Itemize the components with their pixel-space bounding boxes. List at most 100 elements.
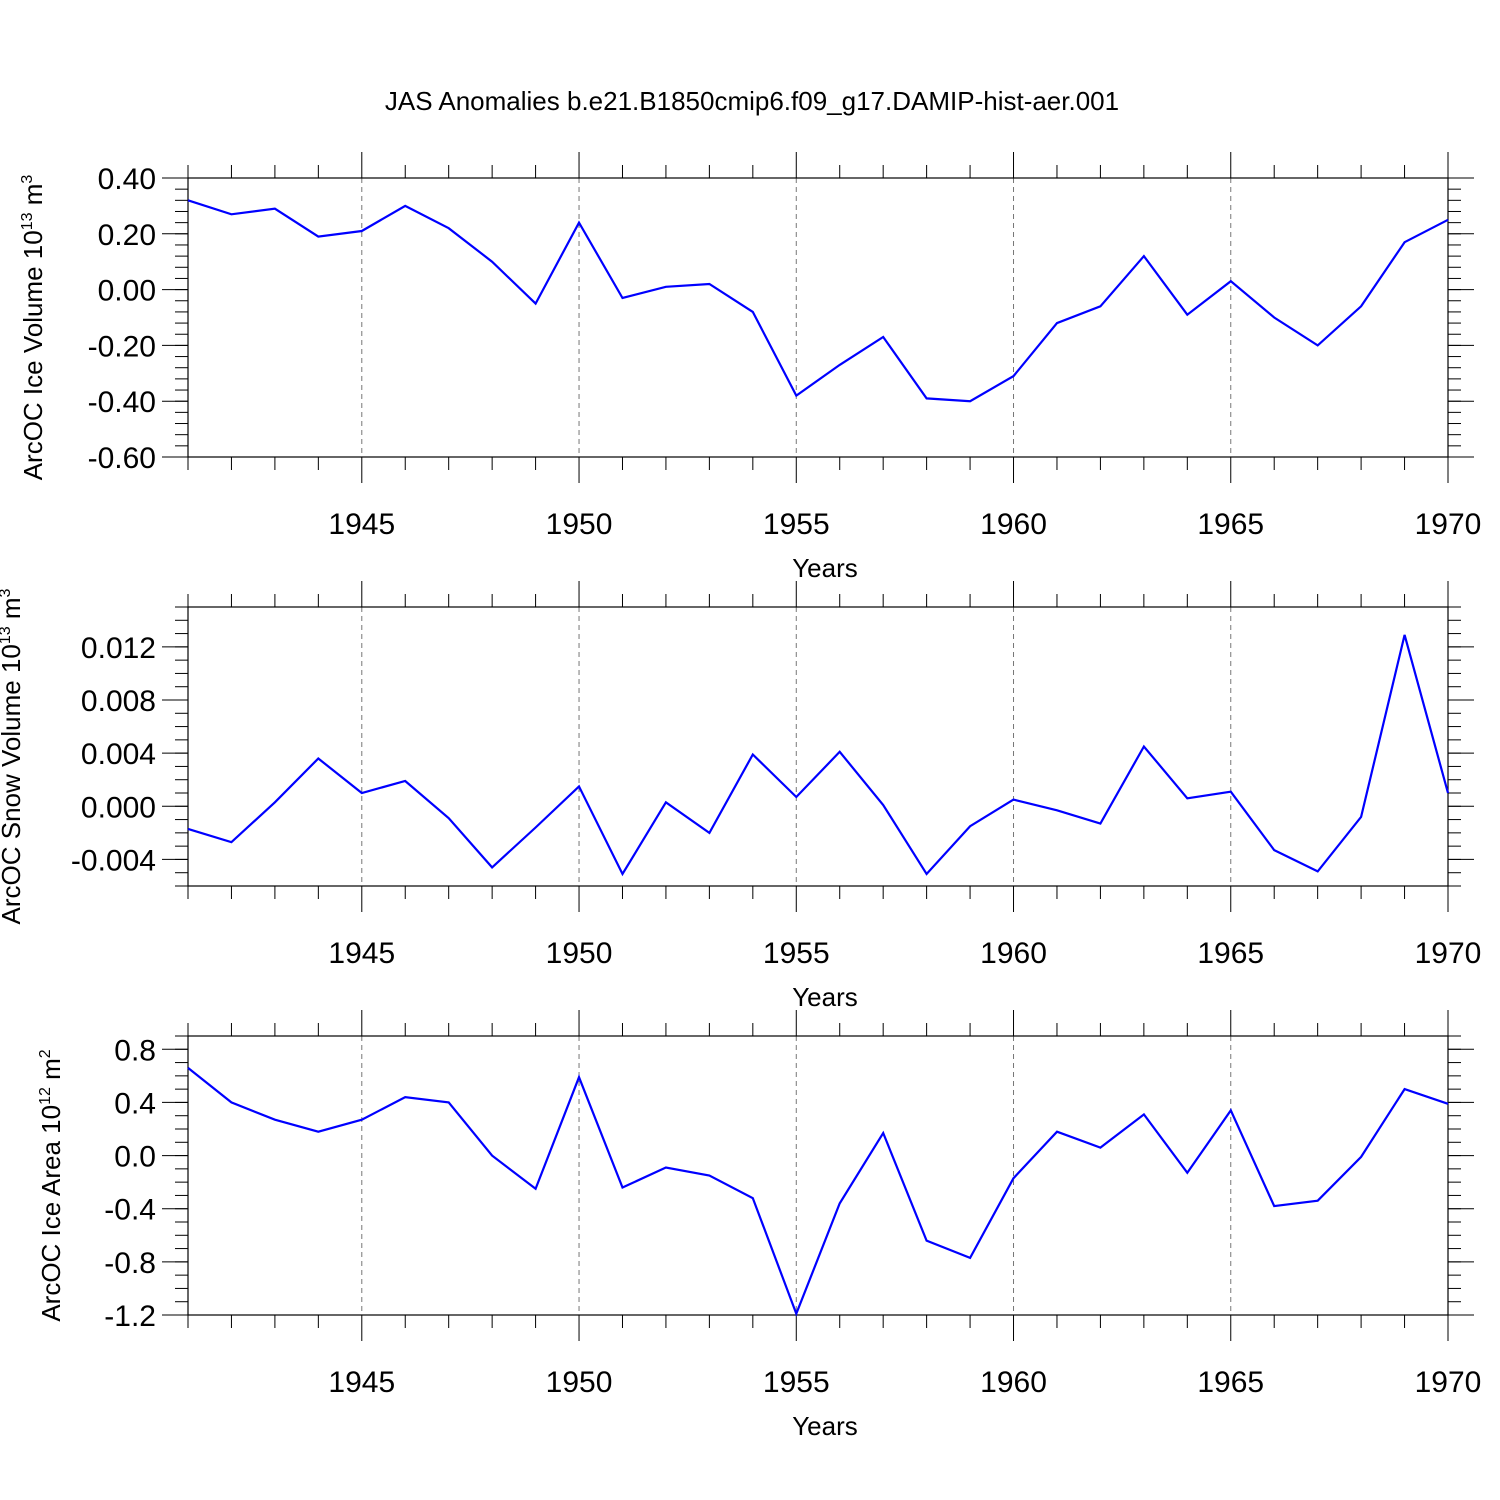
data-point-1947 <box>447 226 451 230</box>
data-point-1968 <box>1359 1155 1363 1159</box>
y-axis-label-text: ArcOC Ice Volume 10 <box>18 230 48 480</box>
data-point-1949 <box>534 1187 538 1191</box>
data-point-1953 <box>707 282 711 286</box>
xtick-label-1955: 1955 <box>763 1366 830 1399</box>
data-point-1959 <box>968 399 972 403</box>
data-point-1957 <box>881 1131 885 1135</box>
data-point-1951 <box>620 296 624 300</box>
data-point-1966 <box>1272 848 1276 852</box>
xtick-label-1970: 1970 <box>1415 937 1482 970</box>
data-point-1969 <box>1403 633 1407 637</box>
data-point-1966 <box>1272 316 1276 320</box>
data-point-1959 <box>968 1256 972 1260</box>
data-point-1948 <box>490 260 494 264</box>
data-point-1964 <box>1185 313 1189 317</box>
panel-ice-area: 1945 1950 1955 1960 1965 1970 Years -1.2 -0.8 -0.… <box>36 1010 1481 1441</box>
data-point-1955 <box>794 1312 798 1316</box>
series-line-snow-volume <box>187 634 1450 877</box>
data-point-1951 <box>620 872 624 876</box>
data-point-1945 <box>360 791 364 795</box>
data-point-1961 <box>1055 1130 1059 1134</box>
y-axis-label-unit: m <box>36 1058 66 1087</box>
data-point-1943 <box>273 800 277 804</box>
data-point-1961 <box>1055 808 1059 812</box>
data-point-1967 <box>1316 869 1320 873</box>
series-line-ice-area <box>187 1067 1449 1317</box>
xtick-label-1950: 1950 <box>546 1366 613 1399</box>
ytick-label--1.2: -1.2 <box>104 1300 156 1333</box>
xtick-label-1945: 1945 <box>328 1366 395 1399</box>
y-axis-label: ArcOC Ice Area 1012 m2 <box>36 1049 66 1321</box>
data-point-1962 <box>1098 304 1102 308</box>
xtick-label-1970: 1970 <box>1415 1366 1482 1399</box>
ytick-label--0.40: -0.40 <box>88 386 156 419</box>
data-point-1949 <box>534 826 538 830</box>
data-point-1952 <box>664 285 668 289</box>
y-axis-label-exponent: 12 <box>37 1087 54 1105</box>
data-point-1954 <box>751 310 755 314</box>
data-point-1956 <box>838 750 842 754</box>
ytick-label-0.00: 0.00 <box>98 275 156 308</box>
xtick-label-1955: 1955 <box>763 508 830 541</box>
data-point-1967 <box>1316 343 1320 347</box>
data-point-1965 <box>1229 1108 1233 1112</box>
ytick-label--0.004: -0.004 <box>71 844 156 877</box>
data-point-1962 <box>1098 822 1102 826</box>
data-point-1962 <box>1098 1146 1102 1150</box>
x-axis-label: Years <box>792 1411 858 1441</box>
data-point-1963 <box>1142 745 1146 749</box>
data-point-1963 <box>1142 1112 1146 1116</box>
xtick-label-1945: 1945 <box>328 937 395 970</box>
xtick-label-1955: 1955 <box>763 937 830 970</box>
y-axis-label-unit-exponent: 3 <box>19 175 36 184</box>
plot-frame <box>187 1035 1449 1316</box>
y-axis-label-exponent: 13 <box>0 626 14 644</box>
data-point-1954 <box>751 1196 755 1200</box>
plot-frame <box>187 177 1449 458</box>
data-point-1953 <box>707 831 711 835</box>
data-point-1954 <box>751 752 755 756</box>
data-point-1957 <box>881 335 885 339</box>
data-point-1961 <box>1055 321 1059 325</box>
data-point-1968 <box>1359 304 1363 308</box>
data-point-1942 <box>229 1100 233 1104</box>
data-point-1960 <box>1012 1176 1016 1180</box>
ytick-label-0.20: 0.20 <box>98 219 156 252</box>
data-point-1970 <box>1446 1102 1450 1106</box>
data-point-1942 <box>229 212 233 216</box>
ytick-label-0.4: 0.4 <box>114 1087 156 1120</box>
data-point-1959 <box>968 824 972 828</box>
xtick-label-1965: 1965 <box>1197 1366 1264 1399</box>
ytick-label-0.004: 0.004 <box>81 738 156 771</box>
data-point-1956 <box>838 1201 842 1205</box>
y-axis-label-exponent: 13 <box>19 212 36 230</box>
data-point-1957 <box>881 803 885 807</box>
data-point-1969 <box>1403 1087 1407 1091</box>
ytick-label-0.008: 0.008 <box>81 685 156 718</box>
xtick-label-1945: 1945 <box>328 508 395 541</box>
data-point-1943 <box>273 207 277 211</box>
x-axis-label: Years <box>792 553 858 583</box>
y-axis-label-text: ArcOC Snow Volume 10 <box>0 644 26 924</box>
ytick-label-0.012: 0.012 <box>81 632 156 665</box>
data-point-1965 <box>1229 790 1233 794</box>
y-axis-label: ArcOC Ice Volume 1013 m3 <box>18 175 48 481</box>
data-point-1956 <box>838 363 842 367</box>
ytick-label--0.20: -0.20 <box>88 330 156 363</box>
xtick-label-1965: 1965 <box>1197 508 1264 541</box>
xtick-label-1950: 1950 <box>546 508 613 541</box>
data-point-1942 <box>229 840 233 844</box>
data-point-1955 <box>794 394 798 398</box>
ytick-label-0.000: 0.000 <box>81 791 156 824</box>
ytick-label--0.4: -0.4 <box>104 1194 156 1227</box>
data-point-1945 <box>360 229 364 233</box>
data-point-1944 <box>316 756 320 760</box>
plot-frame <box>187 606 1449 887</box>
data-point-1948 <box>490 865 494 869</box>
data-point-1941 <box>186 1066 190 1070</box>
data-point-1958 <box>925 872 929 876</box>
data-point-1944 <box>316 235 320 239</box>
data-point-1967 <box>1316 1199 1320 1203</box>
ytick-label-0.40: 0.40 <box>98 163 156 196</box>
